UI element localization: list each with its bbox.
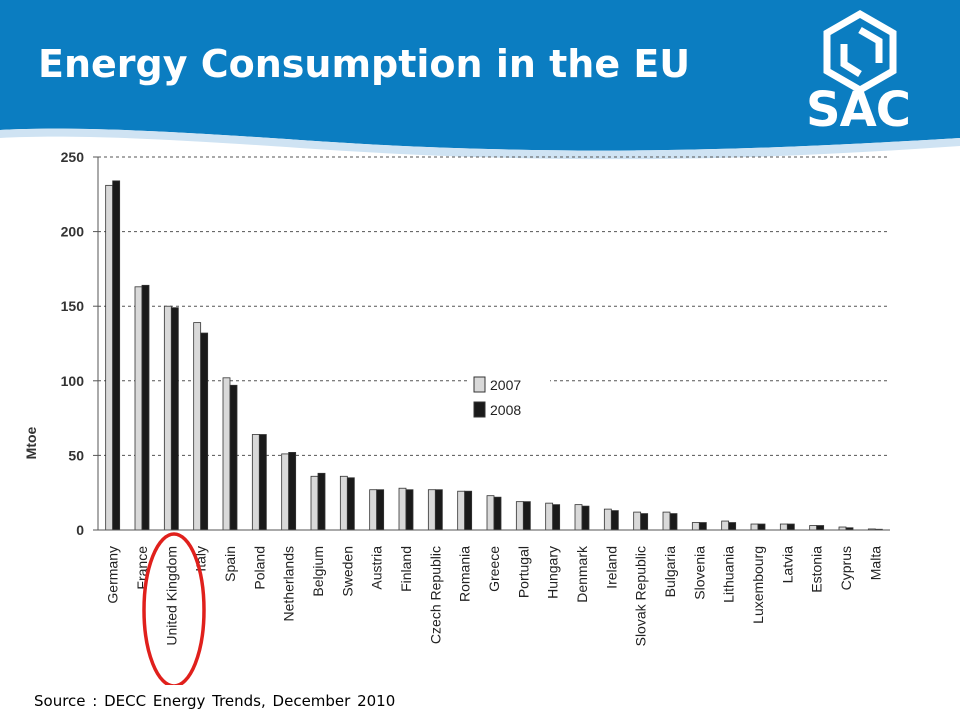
bar-2007-netherlands <box>281 453 290 531</box>
bar-2007-hungary <box>545 502 554 531</box>
bar-2007-austria <box>369 489 378 531</box>
bar-2007-greece <box>486 495 495 531</box>
y-tick-label: 150 <box>61 298 85 314</box>
bar-2007-france <box>134 286 143 531</box>
bar-2008-netherlands <box>288 452 297 531</box>
bar-2007-latvia <box>779 523 788 531</box>
category-label: Sweden <box>339 546 355 597</box>
bar-2008-austria <box>376 489 385 531</box>
category-label: Slovenia <box>691 546 707 600</box>
bar-2007-czech-republic <box>427 489 436 531</box>
y-tick-label: 50 <box>68 447 84 463</box>
bar-2008-portugal <box>522 501 531 531</box>
category-label: Malta <box>867 546 883 580</box>
legend-label-2008: 2008 <box>490 402 521 418</box>
bar-2008-finland <box>405 489 414 531</box>
bar-2007-germany <box>105 184 114 531</box>
y-tick-label: 100 <box>61 373 85 389</box>
category-label: Cyprus <box>838 546 854 590</box>
bar-2007-finland <box>398 487 407 531</box>
bar-2007-united-kingdom <box>163 305 172 531</box>
bar-2008-greece <box>493 496 502 531</box>
bar-2007-spain <box>222 377 231 531</box>
y-tick-label: 0 <box>76 522 84 538</box>
bar-2008-romania <box>464 490 473 531</box>
category-label: Poland <box>251 546 267 590</box>
category-label: Spain <box>222 546 238 582</box>
source-note: Source : DECC Energy Trends, December 20… <box>34 692 396 710</box>
bar-2008-hungary <box>552 504 561 531</box>
y-tick-label: 200 <box>61 224 85 240</box>
bar-2008-denmark <box>581 505 590 531</box>
legend-swatch-2008 <box>473 401 486 418</box>
x-axis-categories: Germany France United Kingdom Italy Spain Pol… <box>105 545 884 646</box>
bar-2007-slovak-republic <box>633 511 642 531</box>
category-label: Bulgaria <box>662 546 678 598</box>
bar-2008-slovak-republic <box>640 513 649 531</box>
bar-2007-portugal <box>515 501 524 531</box>
bar-2008-slovenia <box>698 522 707 531</box>
bar-2007-belgium <box>310 475 319 531</box>
header-wave-light <box>0 128 960 160</box>
bars <box>105 180 883 531</box>
category-label: Portugal <box>515 546 531 598</box>
category-label: Czech Republic <box>427 546 443 644</box>
bar-2007-denmark <box>574 504 583 531</box>
category-label: Denmark <box>574 545 590 603</box>
bar-2008-germany <box>112 180 121 531</box>
category-label: Hungary <box>545 546 561 599</box>
logo-wordmark: SAC <box>806 82 911 138</box>
bar-2007-sweden <box>339 475 348 531</box>
category-label: Netherlands <box>281 546 297 622</box>
header-background <box>0 0 960 151</box>
category-label: Romania <box>457 546 473 602</box>
bar-2008-poland <box>258 434 267 531</box>
category-label: Austria <box>369 546 385 590</box>
category-label: Germany <box>105 546 121 604</box>
bar-2008-luxembourg <box>757 523 766 531</box>
category-label: United Kingdom <box>163 546 179 646</box>
bar-2008-belgium <box>317 472 326 531</box>
bar-chart: 0 50 100 150 200 250 Mtoe Germany France United… <box>23 149 890 685</box>
bar-2008-ireland <box>610 510 619 531</box>
category-label: Luxembourg <box>750 546 766 624</box>
sac-logo-icon <box>823 9 897 95</box>
bar-2008-latvia <box>786 523 795 531</box>
legend-swatch-2007 <box>473 376 486 393</box>
category-label: Greece <box>486 546 502 592</box>
category-label: Latvia <box>779 546 795 584</box>
bar-2008-france <box>141 284 150 531</box>
bar-2007-luxembourg <box>750 523 759 531</box>
category-label: Ireland <box>603 546 619 589</box>
legend: 2007 2008 <box>468 370 550 426</box>
bar-2007-lithuania <box>721 520 730 531</box>
category-label: Slovak Republic <box>633 546 649 646</box>
bar-2008-sweden <box>346 477 355 531</box>
header-banner <box>0 0 960 160</box>
bar-2007-poland <box>251 434 260 531</box>
bar-2008-spain <box>229 384 238 531</box>
bar-2008-estonia <box>816 525 825 531</box>
bar-2008-bulgaria <box>669 513 678 531</box>
category-label: Estonia <box>809 546 825 593</box>
bar-2007-romania <box>457 490 466 531</box>
y-tick-label: 250 <box>61 149 85 165</box>
bar-2007-estonia <box>809 525 818 531</box>
bar-2007-ireland <box>603 508 612 531</box>
y-axis-ticks: 0 50 100 150 200 250 <box>61 149 98 538</box>
bar-2007-italy <box>193 322 202 531</box>
bar-2008-czech-republic <box>434 489 443 531</box>
bar-2007-bulgaria <box>662 511 671 531</box>
bar-2008-italy <box>200 332 209 531</box>
uk-highlight-circle <box>142 532 206 685</box>
bar-2007-slovenia <box>691 522 700 531</box>
category-label: Belgium <box>310 546 326 597</box>
y-axis-label: Mtoe <box>23 426 39 459</box>
bar-2008-lithuania <box>728 522 737 531</box>
legend-label-2007: 2007 <box>490 377 521 393</box>
category-label: Lithuania <box>721 546 737 603</box>
slide-title: Energy Consumption in the EU <box>38 42 691 86</box>
bar-2008-united-kingdom <box>170 307 179 531</box>
category-label: Finland <box>398 546 414 592</box>
